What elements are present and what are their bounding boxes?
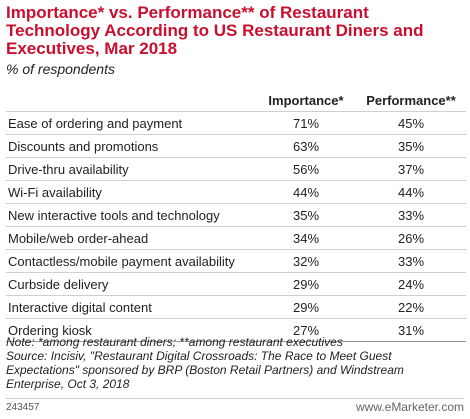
chart-subtitle: % of respondents — [6, 61, 115, 77]
table-row: Curbside delivery 29% 24% — [6, 272, 466, 296]
performance-value: 44% — [356, 180, 466, 204]
brand-link[interactable]: www.eMarketer.com — [355, 400, 464, 414]
chart-title: Importance* vs. Performance** of Restaur… — [6, 3, 424, 58]
importance-value: 29% — [256, 272, 356, 296]
source-text: Source: Incisiv, "Restaurant Digital Cro… — [6, 349, 404, 391]
performance-value: 33% — [356, 203, 466, 227]
importance-value: 71% — [256, 111, 356, 135]
row-label: Ordering kiosk — [6, 318, 256, 342]
data-table: Importance* Performance** Ease of orderi… — [6, 89, 466, 342]
table-row: Discounts and promotions 63% 35% — [6, 134, 466, 158]
footnote: Note: *among restaurant diners; **among … — [6, 335, 464, 391]
performance-value: 37% — [356, 157, 466, 181]
row-label: Discounts and promotions — [6, 134, 256, 158]
table-row: Mobile/web order-ahead 34% 26% — [6, 226, 466, 250]
performance-value: 35% — [356, 134, 466, 158]
performance-value: 22% — [356, 295, 466, 319]
performance-value: 31% — [356, 318, 466, 342]
note-text: Note: *among restaurant diners; **among … — [6, 335, 343, 349]
importance-value: 27% — [256, 318, 356, 342]
table-row: Drive-thru availability 56% 37% — [6, 157, 466, 181]
performance-value: 33% — [356, 249, 466, 273]
importance-value: 32% — [256, 249, 356, 273]
chart-id: 243457 — [6, 402, 40, 413]
header-performance: Performance** — [366, 92, 456, 108]
row-label: Interactive digital content — [6, 295, 256, 319]
importance-value: 34% — [256, 226, 356, 250]
table-row: Ease of ordering and payment 71% 45% — [6, 111, 466, 135]
row-label: Wi-Fi availability — [6, 180, 256, 204]
table-body: Ease of ordering and payment 71% 45% Discou… — [6, 111, 466, 342]
row-label: Ease of ordering and payment — [6, 111, 256, 135]
performance-value: 26% — [356, 226, 466, 250]
row-label: Curbside delivery — [6, 272, 256, 296]
importance-value: 44% — [256, 180, 356, 204]
importance-value: 56% — [256, 157, 356, 181]
row-label: New interactive tools and technology — [6, 203, 256, 227]
row-label: Drive-thru availability — [6, 157, 256, 181]
table-row: Contactless/mobile payment availability 3… — [6, 249, 466, 273]
performance-value: 24% — [356, 272, 466, 296]
table-row: Wi-Fi availability 44% 44% — [6, 180, 466, 204]
row-label: Mobile/web order-ahead — [6, 226, 256, 250]
table-row: New interactive tools and technology 35% 3… — [6, 203, 466, 227]
header-label — [6, 89, 256, 112]
performance-value: 45% — [356, 111, 466, 135]
importance-value: 63% — [256, 134, 356, 158]
row-label: Contactless/mobile payment availability — [6, 249, 256, 273]
table-row: Interactive digital content 29% 22% — [6, 295, 466, 319]
table-row: Ordering kiosk 27% 31% — [6, 318, 466, 342]
header-row: Importance* Performance** — [6, 89, 466, 112]
header-importance: Importance* — [268, 92, 344, 108]
importance-value: 29% — [256, 295, 356, 319]
footer-divider — [6, 398, 464, 399]
importance-value: 35% — [256, 203, 356, 227]
